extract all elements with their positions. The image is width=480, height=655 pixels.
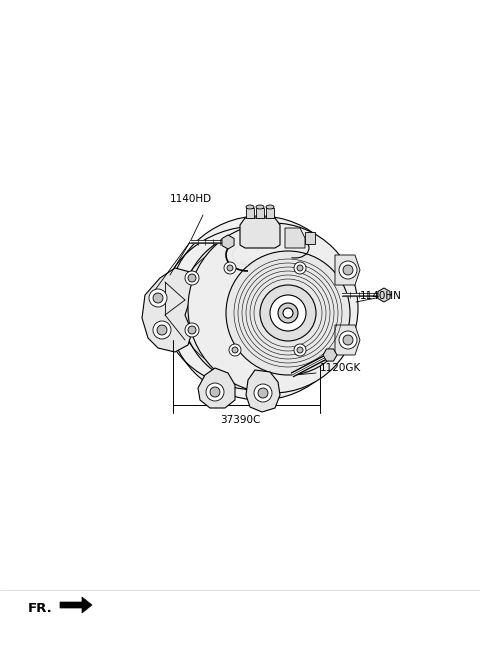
Polygon shape	[222, 235, 234, 249]
Circle shape	[185, 323, 199, 337]
Circle shape	[188, 326, 196, 334]
Circle shape	[294, 262, 306, 274]
Polygon shape	[266, 208, 274, 218]
Circle shape	[224, 262, 236, 274]
Circle shape	[226, 251, 350, 375]
Circle shape	[182, 230, 338, 386]
Text: 1120GK: 1120GK	[320, 363, 361, 373]
Circle shape	[188, 223, 358, 393]
Circle shape	[157, 325, 167, 335]
Circle shape	[188, 274, 196, 282]
Circle shape	[153, 293, 163, 303]
Polygon shape	[256, 208, 264, 218]
Circle shape	[206, 383, 224, 401]
Polygon shape	[335, 255, 360, 285]
Text: 1140HN: 1140HN	[360, 291, 402, 301]
Circle shape	[343, 265, 353, 275]
Text: FR.: FR.	[28, 601, 53, 614]
Circle shape	[153, 321, 171, 339]
Circle shape	[294, 344, 306, 356]
Circle shape	[229, 344, 241, 356]
Text: 1140HD: 1140HD	[170, 194, 212, 204]
Polygon shape	[246, 208, 254, 218]
Polygon shape	[240, 218, 280, 248]
Circle shape	[297, 347, 303, 353]
Circle shape	[297, 265, 303, 271]
Polygon shape	[142, 268, 195, 352]
Circle shape	[270, 295, 306, 331]
Ellipse shape	[246, 205, 254, 209]
Polygon shape	[305, 232, 315, 244]
Polygon shape	[335, 325, 360, 355]
Circle shape	[343, 335, 353, 345]
Circle shape	[283, 308, 293, 318]
Circle shape	[168, 216, 352, 400]
Circle shape	[210, 387, 220, 397]
Circle shape	[258, 388, 268, 398]
Circle shape	[149, 289, 167, 307]
Circle shape	[232, 347, 238, 353]
Polygon shape	[60, 597, 92, 613]
Circle shape	[339, 331, 357, 349]
Ellipse shape	[256, 205, 264, 209]
Polygon shape	[323, 349, 337, 361]
Polygon shape	[285, 228, 305, 248]
Circle shape	[254, 384, 272, 402]
Polygon shape	[198, 368, 235, 408]
Circle shape	[260, 285, 316, 341]
Polygon shape	[378, 288, 390, 302]
Circle shape	[227, 265, 233, 271]
Circle shape	[339, 261, 357, 279]
Text: 37390C: 37390C	[220, 415, 260, 425]
Circle shape	[278, 303, 298, 323]
Ellipse shape	[266, 205, 274, 209]
Circle shape	[185, 271, 199, 285]
Polygon shape	[246, 370, 280, 412]
